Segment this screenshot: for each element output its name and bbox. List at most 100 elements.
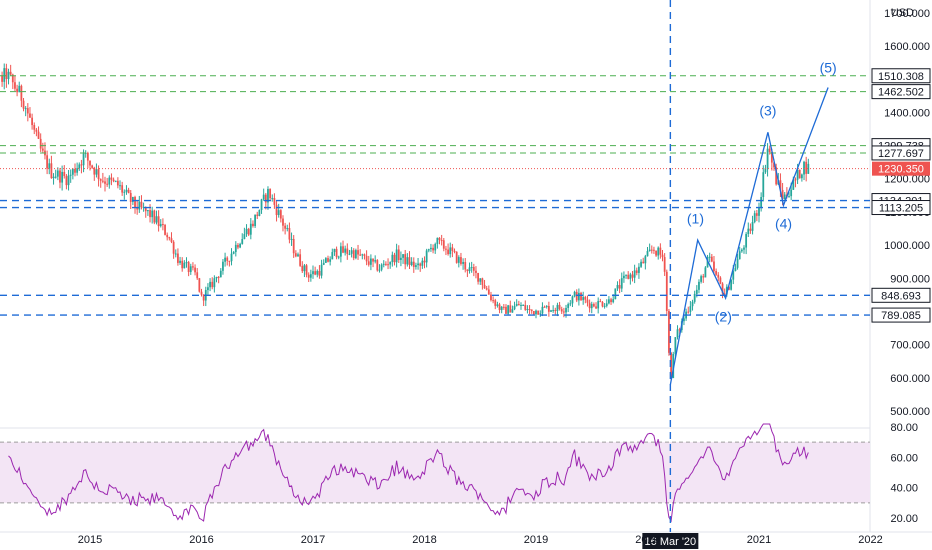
candle-body xyxy=(288,228,291,240)
candle-body xyxy=(676,329,679,338)
candle-body xyxy=(264,194,267,203)
candle-body xyxy=(706,257,709,268)
candle-body xyxy=(481,278,484,285)
candle-body xyxy=(526,309,529,311)
candle-body xyxy=(352,250,355,259)
candle-body xyxy=(307,274,310,278)
candle-body xyxy=(342,246,344,253)
candle-body xyxy=(728,286,730,290)
candle-body xyxy=(309,274,312,278)
candle-body xyxy=(511,309,514,313)
candle-body xyxy=(421,260,424,266)
candle-body xyxy=(447,249,449,255)
candle-body xyxy=(528,309,531,311)
candle-body xyxy=(172,241,175,254)
candle-body xyxy=(653,249,655,251)
candle-body xyxy=(335,248,338,258)
candle-body xyxy=(509,305,512,313)
candle-body xyxy=(194,267,196,273)
candle-body xyxy=(95,169,98,175)
candle-body xyxy=(123,191,126,193)
candle-body xyxy=(550,310,552,312)
candle-body xyxy=(9,71,12,75)
candle-body xyxy=(54,176,57,178)
candle-body xyxy=(213,278,216,288)
candle-body xyxy=(174,253,177,255)
candle-body xyxy=(457,257,460,263)
candle-body xyxy=(565,307,567,313)
time-tick-label: 2019 xyxy=(524,534,548,546)
candle-body xyxy=(689,306,692,312)
candle-body xyxy=(369,258,372,265)
candle-body xyxy=(367,261,370,265)
wave-label: (3) xyxy=(759,103,776,119)
level-tag-label: 1462.502 xyxy=(878,87,924,99)
candle-body xyxy=(753,213,756,223)
time-axis[interactable]: 2015 2016 2017 2018 2019 2020 2021 2022 xyxy=(78,534,883,546)
candle-body xyxy=(704,267,707,278)
candle-body xyxy=(166,234,169,238)
candle-body xyxy=(663,257,666,272)
candle-body xyxy=(294,253,297,257)
candle-body xyxy=(629,274,632,279)
candle-body xyxy=(691,301,694,307)
candle-body xyxy=(324,258,327,263)
candle-body xyxy=(460,257,462,264)
candle-body xyxy=(99,179,102,181)
candle-body xyxy=(348,253,351,255)
candle-body xyxy=(781,189,784,200)
candle-body xyxy=(185,262,188,264)
candle-body xyxy=(249,223,252,235)
candle-body xyxy=(320,264,323,276)
level-tag-label: 1113.205 xyxy=(879,203,923,215)
candle-body xyxy=(151,210,154,218)
candle-body xyxy=(245,228,248,235)
candle-body xyxy=(417,263,419,266)
candle-body xyxy=(545,306,548,308)
candle-body xyxy=(483,284,486,289)
candle-body xyxy=(532,311,535,315)
candle-body xyxy=(82,153,85,166)
candle-body xyxy=(698,281,700,290)
candle-body xyxy=(539,313,542,315)
candle-body xyxy=(547,306,550,312)
level-tag-label: 1277.697 xyxy=(878,148,924,160)
candle-body xyxy=(198,278,201,292)
candle-body xyxy=(149,210,151,218)
level-tag xyxy=(871,68,931,84)
time-tick-label: 2018 xyxy=(412,534,436,546)
candle-body xyxy=(63,171,66,177)
candle-body xyxy=(537,310,540,315)
candle-body xyxy=(78,164,81,169)
candle-body xyxy=(672,353,675,379)
candle-body xyxy=(385,263,387,265)
candle-body xyxy=(138,201,141,210)
candle-body xyxy=(717,274,720,278)
candle-body xyxy=(202,294,205,301)
candle-body xyxy=(500,306,503,311)
candle-body xyxy=(556,304,559,311)
candle-body xyxy=(170,238,173,242)
candle-body xyxy=(207,287,209,291)
candle-body xyxy=(322,262,325,265)
level-tag xyxy=(871,200,931,216)
candle-body xyxy=(543,306,546,308)
candle-body xyxy=(590,304,593,309)
candle-body xyxy=(468,267,471,272)
candle-body xyxy=(618,285,621,289)
candle-body xyxy=(14,82,16,89)
candle-body xyxy=(301,265,304,272)
candle-body xyxy=(241,238,244,244)
candle-body xyxy=(305,265,308,275)
candle-body xyxy=(492,300,495,302)
candle-body xyxy=(571,296,574,304)
candle-body xyxy=(464,261,467,270)
candle-body xyxy=(415,265,417,267)
candle-body xyxy=(427,249,430,251)
price-tick-label: 1000.000 xyxy=(884,240,930,252)
candle-body xyxy=(286,228,289,230)
candle-body xyxy=(39,138,42,149)
candle-body xyxy=(258,210,261,216)
candle-body xyxy=(466,269,469,272)
